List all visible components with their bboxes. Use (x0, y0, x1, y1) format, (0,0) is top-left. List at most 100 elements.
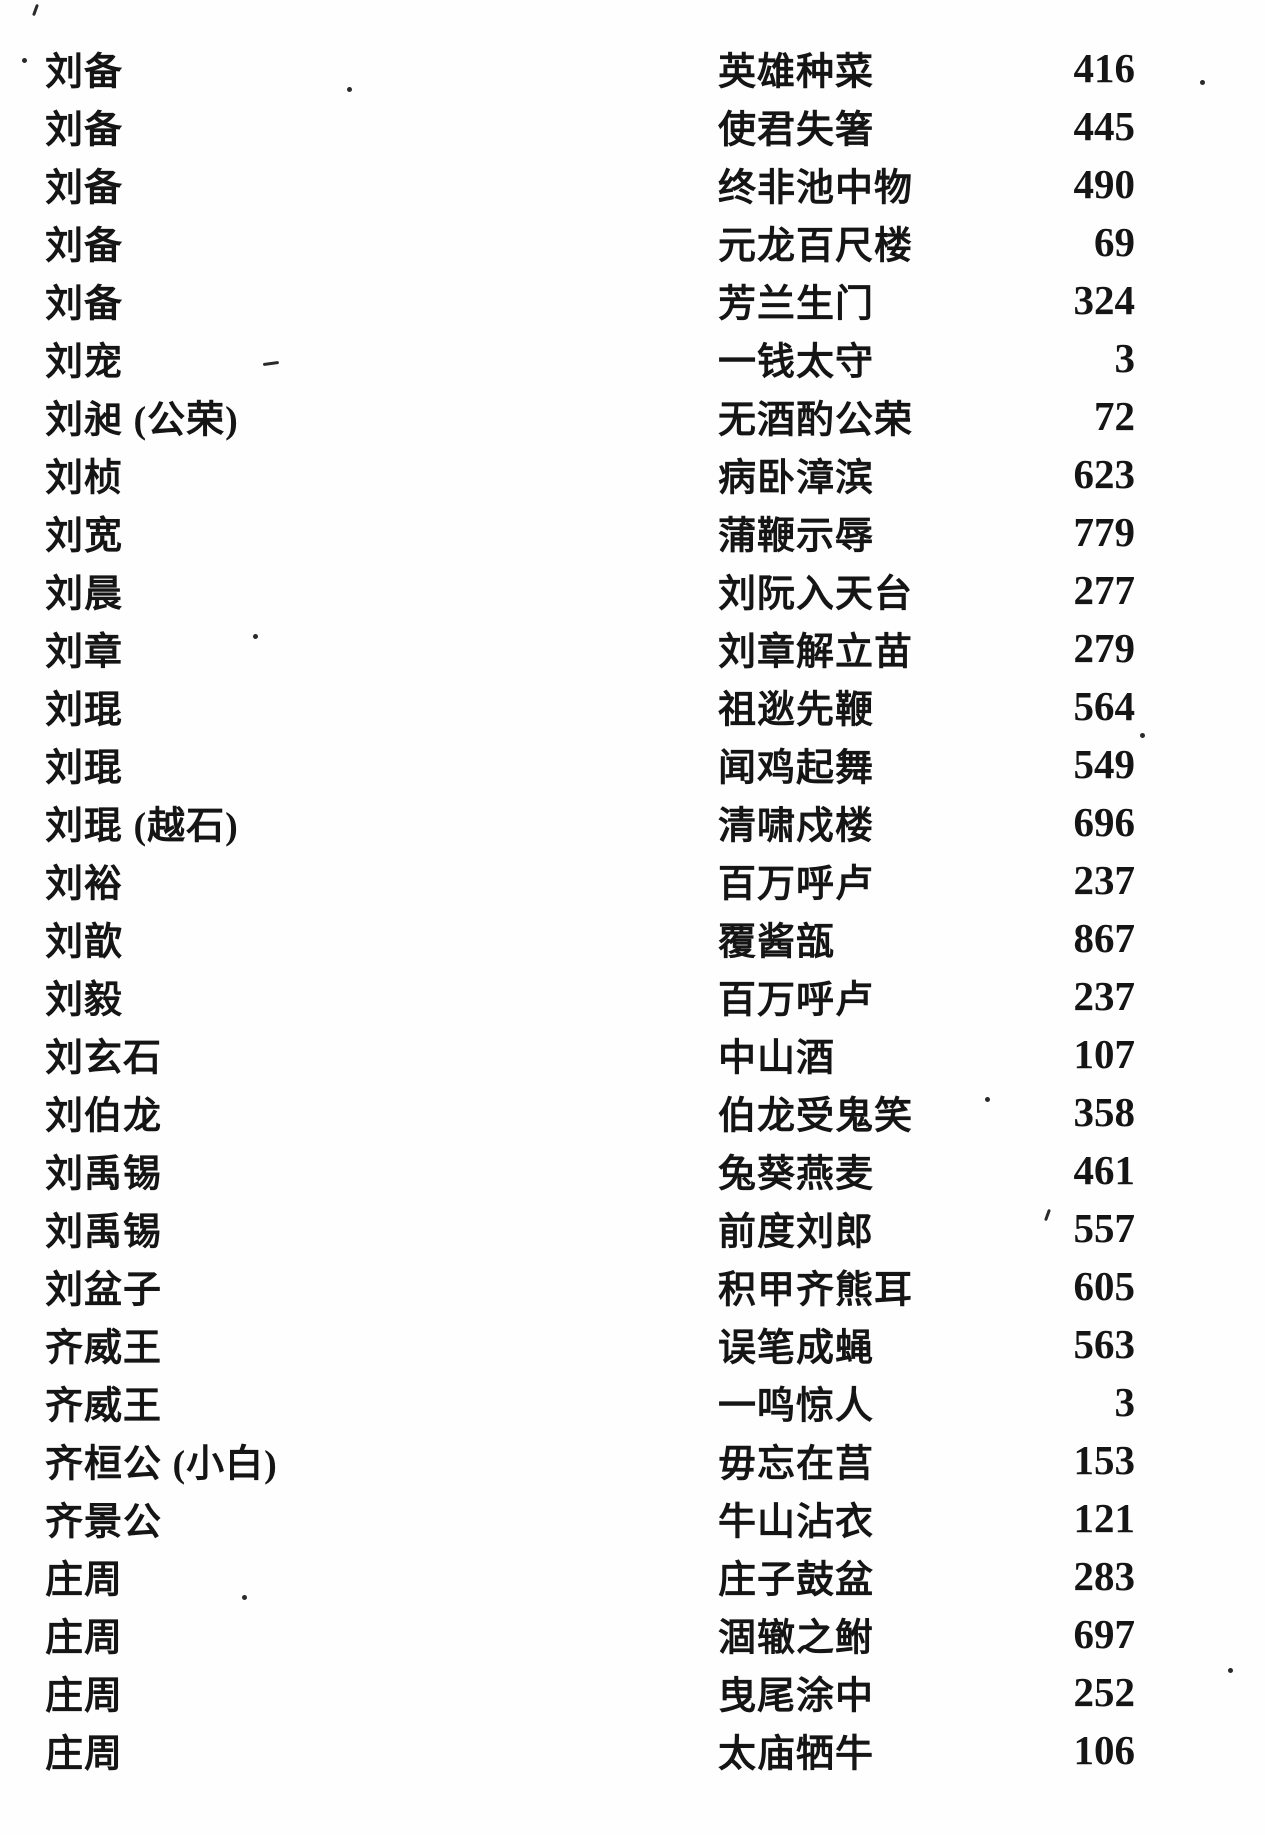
person-name: 刘备 (45, 167, 124, 210)
page-number: 106 (1073, 1727, 1136, 1773)
allusion-title: 闻鸡起舞 (718, 747, 875, 790)
page-number: 623 (1073, 451, 1136, 497)
page-number: 605 (1073, 1263, 1136, 1309)
index-rows: 刘备 英雄种菜 416 刘备 使君失箸 445 刘备 终非池中物 490 刘备 … (0, 39, 1265, 1779)
scan-speck (22, 58, 27, 63)
person-name: 刘伯龙 (45, 1095, 163, 1138)
person-name: 齐威王 (45, 1327, 163, 1370)
allusion-title: 元龙百尺楼 (718, 225, 914, 268)
index-row: 刘毅 百万呼卢 237 (0, 967, 1265, 1025)
scan-speck (242, 1595, 247, 1600)
page-number: 237 (1073, 857, 1136, 903)
page-number: 279 (1073, 625, 1136, 671)
person-name: 齐威王 (45, 1385, 163, 1428)
allusion-title: 积甲齐熊耳 (718, 1269, 914, 1312)
person-name: 刘琨 (45, 747, 124, 790)
person-name: 刘歆 (45, 921, 124, 964)
allusion-title: 蒲鞭示辱 (718, 515, 875, 558)
index-row: 庄周 庄子鼓盆 283 (0, 1547, 1265, 1605)
allusion-title: 中山酒 (718, 1037, 836, 1080)
index-row: 刘禹锡 兔葵燕麦 461 (0, 1141, 1265, 1199)
person-name: 刘备 (45, 51, 124, 94)
page-number: 324 (1073, 277, 1136, 323)
person-name: 庄周 (45, 1675, 124, 1718)
page-number: 69 (1094, 219, 1135, 265)
allusion-title: 前度刘郎 (718, 1211, 875, 1254)
index-row: 刘备 英雄种菜 416 (0, 39, 1265, 97)
person-name: 庄周 (45, 1733, 124, 1776)
allusion-title: 终非池中物 (718, 167, 914, 210)
person-name: 刘备 (45, 283, 124, 326)
person-name: 刘备 (45, 109, 124, 152)
allusion-title: 百万呼卢 (718, 979, 875, 1022)
person-name: 刘宠 (45, 341, 124, 384)
person-name: 庄周 (45, 1559, 124, 1602)
index-row: 刘盆子 积甲齐熊耳 605 (0, 1257, 1265, 1315)
scan-speck (1140, 733, 1145, 738)
index-row: 庄周 太庙牺牛 106 (0, 1721, 1265, 1779)
page-number: 72 (1094, 393, 1135, 439)
allusion-title: 一鸣惊人 (718, 1385, 875, 1428)
scan-speck (985, 1097, 990, 1102)
person-name: 刘琨 (越石) (45, 805, 239, 848)
page-number: 779 (1073, 509, 1136, 555)
index-row: 庄周 曳尾涂中 252 (0, 1663, 1265, 1721)
allusion-title: 庄子鼓盆 (718, 1559, 875, 1602)
scan-speck (1228, 1668, 1233, 1673)
person-name: 刘禹锡 (45, 1153, 163, 1196)
page-number: 563 (1073, 1321, 1136, 1367)
index-row: 齐威王 误笔成蝇 563 (0, 1315, 1265, 1373)
allusion-title: 无酒酌公荣 (718, 399, 914, 442)
index-row: 刘宽 蒲鞭示辱 779 (0, 503, 1265, 561)
page-number: 3 (1114, 335, 1136, 381)
index-row: 刘禹锡 前度刘郎 557 (0, 1199, 1265, 1257)
allusion-title: 病卧漳滨 (718, 457, 875, 500)
index-row: 刘昶 (公荣) 无酒酌公荣 72 (0, 387, 1265, 445)
allusion-title: 涸辙之鲋 (718, 1617, 875, 1660)
allusion-title: 牛山沾衣 (718, 1501, 875, 1544)
page-number: 153 (1073, 1437, 1136, 1483)
page-number: 107 (1073, 1031, 1136, 1077)
allusion-title: 使君失箸 (718, 109, 875, 152)
person-name: 刘琨 (45, 689, 124, 732)
page-number: 121 (1073, 1495, 1136, 1541)
page-number: 416 (1073, 45, 1136, 91)
index-row: 刘章 刘章解立苗 279 (0, 619, 1265, 677)
page-number: 490 (1073, 161, 1136, 207)
allusion-title: 百万呼卢 (718, 863, 875, 906)
allusion-title: 清啸戍楼 (718, 805, 875, 848)
index-row: 刘备 终非池中物 490 (0, 155, 1265, 213)
index-row: 刘琨 (越石) 清啸戍楼 696 (0, 793, 1265, 851)
allusion-title: 曳尾涂中 (718, 1675, 875, 1718)
page-number: 697 (1073, 1611, 1136, 1657)
index-row: 刘备 使君失箸 445 (0, 97, 1265, 155)
scan-speck (253, 634, 258, 639)
page-number: 549 (1073, 741, 1136, 787)
page-number: 557 (1073, 1205, 1136, 1251)
allusion-title: 刘章解立苗 (718, 631, 914, 674)
page-number: 358 (1073, 1089, 1136, 1135)
allusion-title: 误笔成蝇 (718, 1327, 875, 1370)
page-number: 283 (1073, 1553, 1136, 1599)
index-row: 刘琨 闻鸡起舞 549 (0, 735, 1265, 793)
allusion-title: 芳兰生门 (718, 283, 875, 326)
scan-speck (32, 3, 39, 17)
scan-speck (1200, 80, 1205, 85)
person-name: 刘禹锡 (45, 1211, 163, 1254)
index-row: 刘备 芳兰生门 324 (0, 271, 1265, 329)
index-row: 刘玄石 中山酒 107 (0, 1025, 1265, 1083)
index-row: 齐桓公 (小白) 毋忘在莒 153 (0, 1431, 1265, 1489)
allusion-title: 太庙牺牛 (718, 1733, 875, 1776)
person-name: 齐景公 (45, 1501, 163, 1544)
index-row: 庄周 涸辙之鲋 697 (0, 1605, 1265, 1663)
page-number: 3 (1114, 1379, 1136, 1425)
allusion-title: 英雄种菜 (718, 51, 875, 94)
person-name: 刘备 (45, 225, 124, 268)
index-row: 刘伯龙 伯龙受鬼笑 358 (0, 1083, 1265, 1141)
allusion-title: 祖逖先鞭 (718, 689, 875, 732)
person-name: 刘桢 (45, 457, 124, 500)
person-name: 刘盆子 (45, 1269, 163, 1312)
page-number: 867 (1073, 915, 1136, 961)
index-row: 刘备 元龙百尺楼 69 (0, 213, 1265, 271)
